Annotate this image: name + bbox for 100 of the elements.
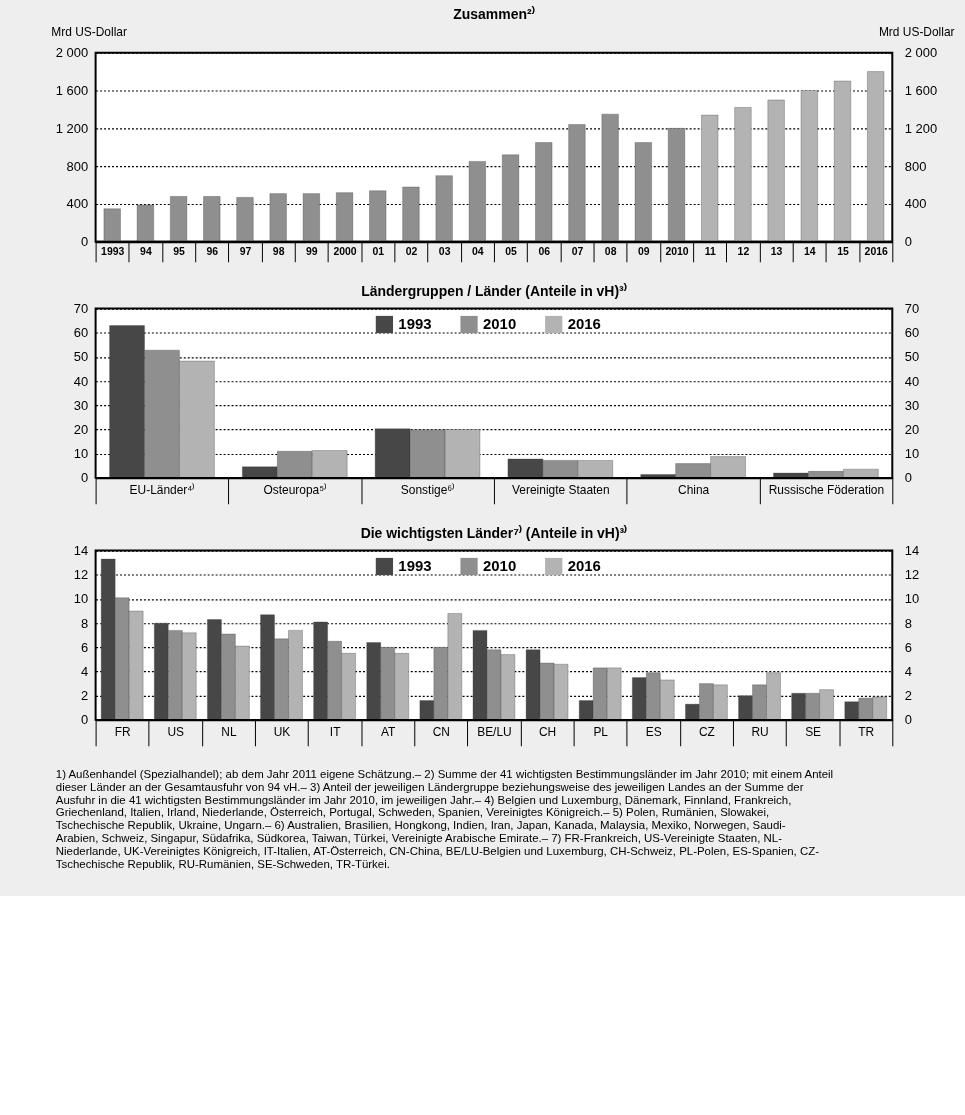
x-tick-label: AT xyxy=(381,725,397,740)
y-tick-label: 12 xyxy=(73,567,89,583)
x-tick-label: 05 xyxy=(505,246,518,258)
text: 1) Außenhandel (Spezialhandel); ab dem Jahr 2011 eigene Schätzung.– 2) Summe der 41 wichtigsten Bestimmungsländer im Jahr 2010; mit einem Anteil dieser Länder an der Gesamtausfuhr von 94 vH.– 3) Anteil der jeweiligen Ländergruppe beziehungsweise des jeweiligen Landes an der Summe der Ausfuhr in die 41 wichtigsten Bestimmungsländer im Jahr 2010, im jeweiligen Jahr.– 4) Belgien und Luxemburg, Dänemark, Finnland, Frankreich, Griechenland, Italien, Irland, Niederlande, Österreich, Portugal, Schweden, Spanien, Vereinigtes Königreich.– 5) Polen, Rumänien, Slowakei, Tschechische Republik, Ukraine, Ungarn.– 6) Australien, Brasilien, Hongkong, Indien, Iran, Japan, Kanada, Malaysia, Mexiko, Norwegen, Saudi-Arabien, Schweiz, Singapur, Südafrika, Südkorea, Taiwan, Türkei, Vereinigte Arabische Emirate.– 7) FR-Frankreich, US-Vereinigte Staaten, NL-Niederlande, UK-Vereinigtes Königreich, IT-Italien, AT-Österreich, CN-China, BE/LU-Belgien und Luxemburg, CH-Schweiz, PL-Polen, ES-Spanien, CZ-Tschechische Republik, RU-Rumänien, SE-Schweden, TR-Türkei. xyxy=(55,767,834,871)
x-tick-label: Sonstige⁶⁾ xyxy=(400,483,456,498)
chart-title: Zusammen²⁾ xyxy=(453,5,535,22)
legend-label: 1993 xyxy=(398,557,432,575)
y2-tick-label: 6 xyxy=(904,639,912,655)
bar xyxy=(502,154,519,242)
y-tick-label: 800 xyxy=(66,158,89,174)
y-tick-label: 10 xyxy=(73,591,89,607)
y2-tick-label: 50 xyxy=(904,349,920,365)
y2-tick-label: 2 xyxy=(904,688,912,704)
y2-tick-label: 60 xyxy=(904,325,920,341)
bar xyxy=(535,142,553,242)
bar xyxy=(568,124,586,242)
x-tick-label: UK xyxy=(273,725,291,740)
x-tick-label: Russische Föderation xyxy=(768,483,885,498)
x-tick-label: 06 xyxy=(538,246,551,258)
bar xyxy=(800,90,818,242)
x-tick-label: CN xyxy=(432,725,450,740)
y2-tick-label: 20 xyxy=(904,421,920,437)
x-tick-label: Osteuropa⁵⁾ xyxy=(263,483,328,498)
x-tick-label: TR xyxy=(858,725,875,740)
legend-label: 2010 xyxy=(483,315,517,333)
y2-tick-label: 70 xyxy=(904,301,920,317)
x-tick-label: CZ xyxy=(698,725,715,740)
y2-tick-label: 800 xyxy=(904,158,927,174)
bar xyxy=(336,192,354,242)
chart-title: Ländergruppen / Länder (Anteile in vH)³⁾ xyxy=(361,282,627,299)
y-tick-label: 50 xyxy=(73,349,89,365)
legend-label: 2010 xyxy=(483,557,517,575)
bar xyxy=(203,196,221,242)
x-tick-label: IT xyxy=(329,725,342,740)
x-tick-label: 96 xyxy=(206,246,219,258)
x-tick-label: 09 xyxy=(638,246,650,258)
x-tick-label: 12 xyxy=(737,246,750,258)
bar xyxy=(369,190,387,242)
bar xyxy=(269,193,287,242)
bar xyxy=(170,196,188,242)
x-tick-label: 2016 xyxy=(864,246,888,258)
y-tick-label: 10 xyxy=(73,446,89,462)
bar xyxy=(668,128,685,242)
x-tick-label: 99 xyxy=(306,246,318,258)
legend-label: 2016 xyxy=(567,315,601,333)
x-tick-label: 07 xyxy=(571,246,584,258)
x-tick-label: ES xyxy=(645,725,662,740)
x-tick-label: FR xyxy=(114,725,131,740)
x-tick-label: 98 xyxy=(272,246,285,258)
y2-tick-label: 14 xyxy=(904,543,920,559)
bar xyxy=(236,197,254,242)
x-tick-label: US xyxy=(167,725,185,740)
x-tick-label: 95 xyxy=(173,246,186,258)
x-tick-label: SE xyxy=(805,725,822,740)
x-tick-label: 97 xyxy=(239,246,252,258)
bar xyxy=(834,80,851,242)
x-tick-label: 03 xyxy=(438,246,451,258)
y-tick-label: 40 xyxy=(73,373,89,389)
y-tick-label: 0 xyxy=(80,712,89,728)
x-tick-label: 2000 xyxy=(333,246,357,258)
y2-tick-label: 400 xyxy=(904,196,927,212)
y2-tick-label: 0 xyxy=(904,234,912,250)
x-tick-label: 13 xyxy=(770,246,783,258)
bar xyxy=(136,204,154,242)
y2-tick-label: 0 xyxy=(904,470,912,486)
y-tick-label: 20 xyxy=(73,421,89,437)
y-tick-label: 1 600 xyxy=(55,82,89,98)
y-tick-label: 0 xyxy=(80,470,89,486)
bar xyxy=(601,113,619,242)
y-tick-label: 2 000 xyxy=(55,45,89,61)
x-tick-label: 04 xyxy=(472,246,484,258)
y2-tick-label: 10 xyxy=(904,446,920,462)
y2-tick-label: 1 600 xyxy=(904,82,938,98)
y-tick-label: 60 xyxy=(73,325,89,341)
bar xyxy=(867,71,885,242)
bar xyxy=(734,107,752,242)
y-tick-label: 30 xyxy=(73,397,89,413)
x-tick-label: 94 xyxy=(140,246,152,258)
legend-label: 1993 xyxy=(398,315,432,333)
x-tick-label: 01 xyxy=(372,246,385,258)
y2-tick-label: 1 200 xyxy=(904,120,938,136)
y2-tick-label: 4 xyxy=(904,663,912,679)
x-tick-label: 08 xyxy=(604,246,617,258)
y-tick-label: 70 xyxy=(73,301,89,317)
x-tick-label: PL xyxy=(593,725,609,740)
bar xyxy=(302,193,320,242)
y-tick-label: 1 200 xyxy=(55,120,89,136)
x-tick-label: 1993 xyxy=(101,246,125,258)
y2-tick-label: 40 xyxy=(904,373,920,389)
y2-tick-label: 2 000 xyxy=(904,45,938,61)
y2-tick-label: 10 xyxy=(904,591,920,607)
y2-tick-label: 12 xyxy=(904,567,920,583)
x-tick-label: China xyxy=(678,483,710,498)
bar xyxy=(402,186,420,242)
x-tick-label: EU-Länder⁴⁾ xyxy=(129,483,196,498)
chart-title: Die wichtigsten Länder⁷⁾ (Anteile in vH)³⁾ xyxy=(360,524,628,541)
y-tick-label: 6 xyxy=(80,639,89,655)
x-tick-label: BE/LU xyxy=(477,725,512,740)
bar xyxy=(103,208,121,242)
x-tick-label: NL xyxy=(221,725,237,740)
